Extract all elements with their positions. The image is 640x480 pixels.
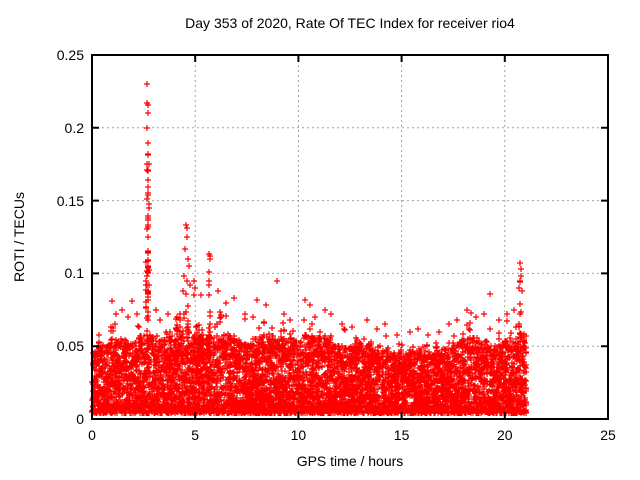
x-tick-label: 20: [497, 427, 513, 443]
plot-border: [91, 54, 609, 420]
y-tick-label: 0: [76, 411, 84, 427]
x-tick-label: 0: [88, 427, 96, 443]
y-tick-label: 0.25: [56, 47, 84, 63]
x-tick-label: 25: [600, 427, 616, 443]
tick-marks: [91, 54, 609, 420]
y-tick-label: 0.15: [56, 192, 84, 209]
x-tick-label: 5: [191, 427, 200, 443]
grid-lines: [92, 55, 608, 419]
y-tick-label: 0.2: [64, 119, 84, 136]
x-tick-label: 10: [290, 427, 307, 443]
chart-title: Day 353 of 2020, Rate Of TEC Index for r…: [185, 15, 515, 31]
x-tick-label: 15: [393, 427, 410, 443]
y-tick-label: 0.1: [64, 265, 84, 282]
y-tick-label: 0.05: [56, 338, 84, 355]
scatter-points: [89, 81, 529, 416]
x-axis-label: GPS time / hours: [296, 453, 404, 469]
